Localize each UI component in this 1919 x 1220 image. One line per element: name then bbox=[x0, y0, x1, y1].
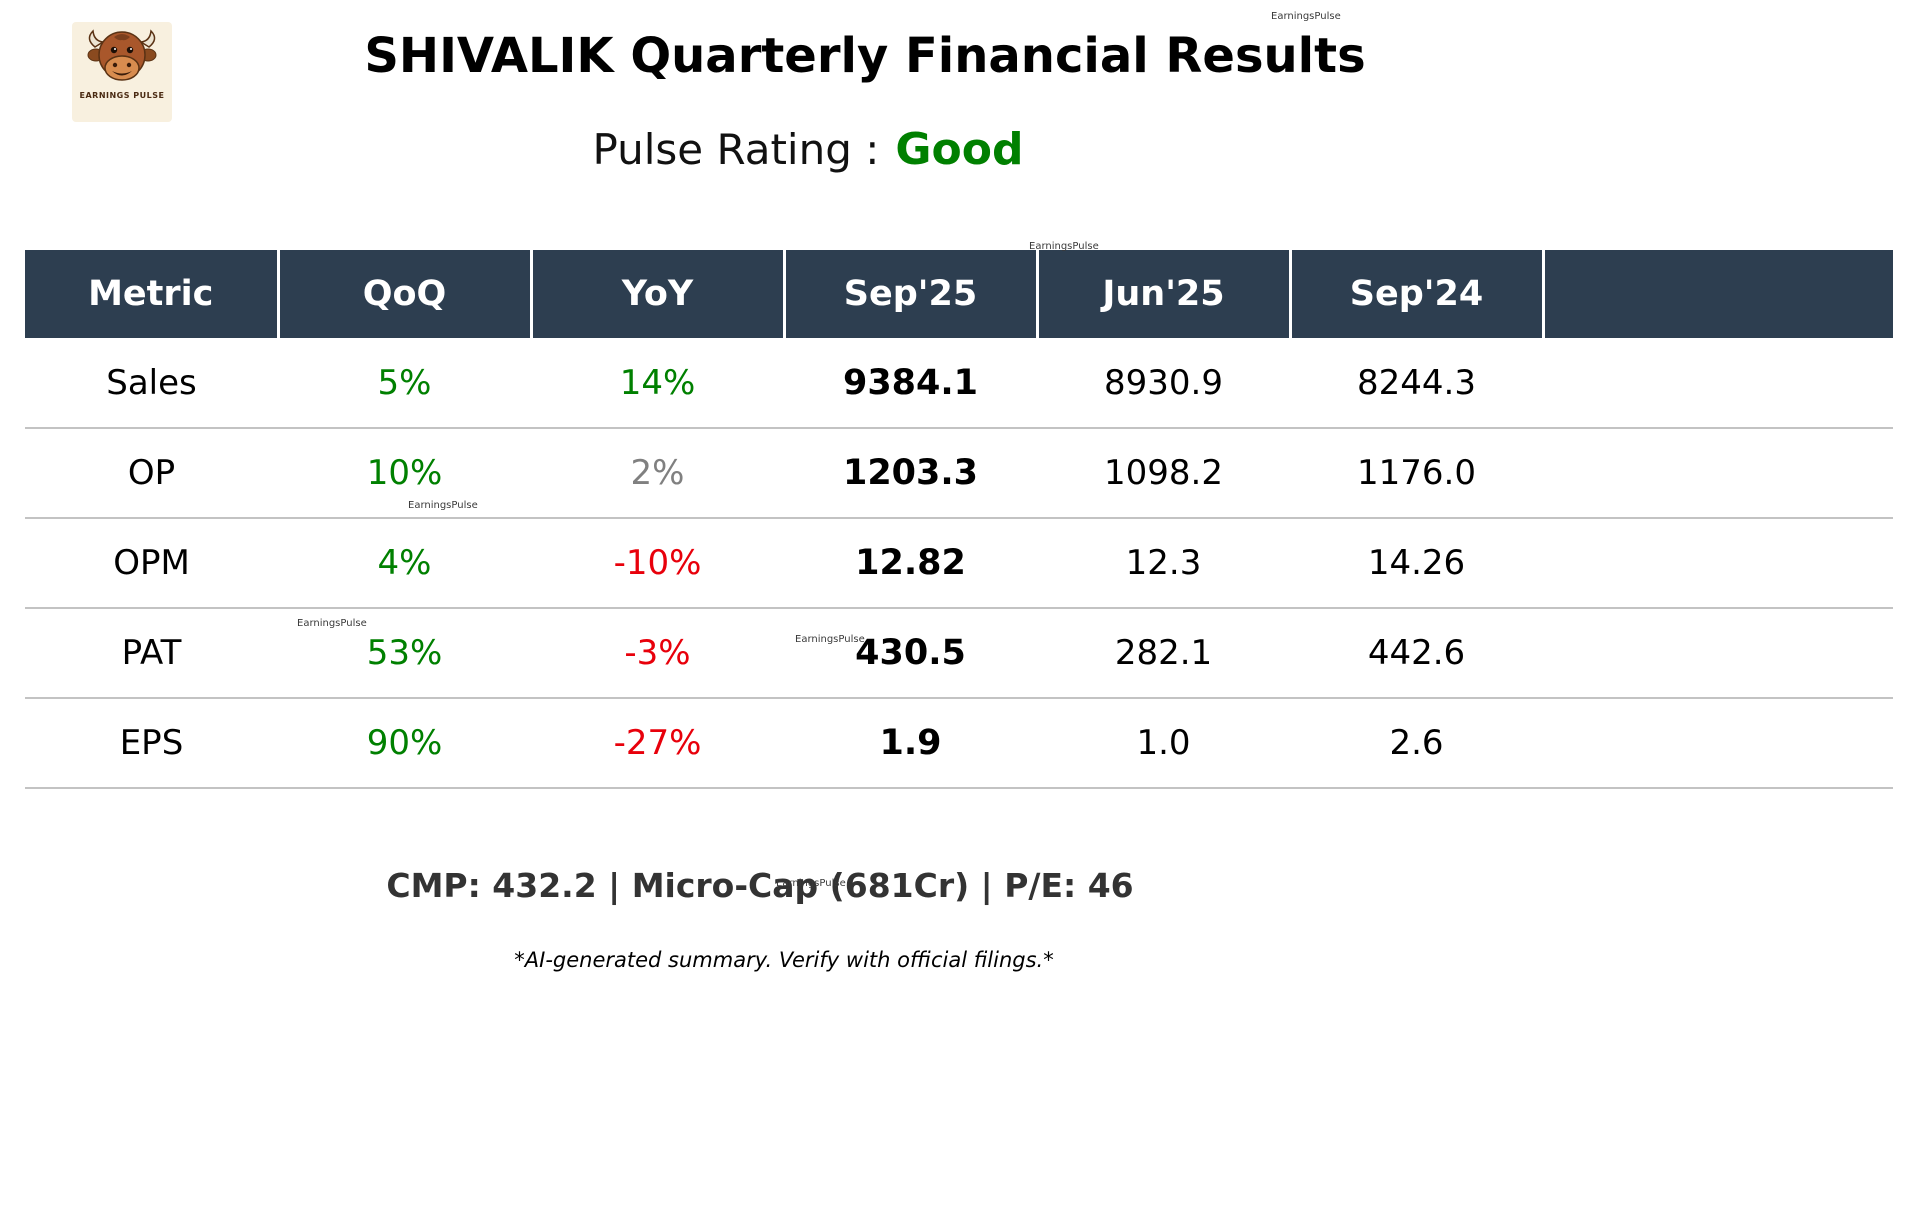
watermark-earningspulse: EarningsPulse bbox=[1271, 11, 1341, 22]
jun25-cell: 282.1 bbox=[1037, 608, 1290, 699]
header-qoq: QoQ bbox=[276, 250, 531, 338]
jun25-cell: 8930.9 bbox=[1037, 338, 1290, 429]
filler-cell bbox=[1543, 608, 1893, 699]
logo-text: EARNINGS PULSE bbox=[79, 91, 165, 100]
pulse-rating-label: Pulse Rating : bbox=[592, 125, 880, 174]
header-yoy: YoY bbox=[529, 250, 784, 338]
header-filler bbox=[1541, 250, 1893, 338]
sep24-cell: 8244.3 bbox=[1290, 338, 1543, 429]
header-metric: Metric bbox=[25, 250, 278, 338]
page-title: SHIVALIK Quarterly Financial Results bbox=[364, 28, 1366, 84]
pulse-rating-value: Good bbox=[895, 124, 1024, 175]
yoy-cell: -10% bbox=[531, 518, 784, 609]
cmp-summary-line: CMP: 432.2 | Micro-Cap (681Cr) | P/E: 46 bbox=[386, 866, 1134, 905]
yoy-cell: -27% bbox=[531, 698, 784, 789]
sep24-cell: 2.6 bbox=[1290, 698, 1543, 789]
header-jun25: Jun'25 bbox=[1035, 250, 1290, 338]
jun25-cell: 12.3 bbox=[1037, 518, 1290, 609]
sep24-cell: 14.26 bbox=[1290, 518, 1543, 609]
qoq-cell: 5% bbox=[278, 338, 531, 429]
sep25-cell: 12.82 bbox=[784, 518, 1037, 609]
jun25-cell: 1.0 bbox=[1037, 698, 1290, 789]
sep25-cell: 430.5 bbox=[784, 608, 1037, 699]
watermark-earningspulse: EarningsPulse bbox=[408, 500, 478, 511]
qoq-cell: 4% bbox=[278, 518, 531, 609]
yoy-cell: 14% bbox=[531, 338, 784, 429]
metric-cell: OPM bbox=[25, 518, 278, 609]
watermark-earningspulse: EarningsPulse bbox=[776, 878, 846, 889]
watermark-earningspulse: EarningsPulse bbox=[297, 618, 367, 629]
filler-cell bbox=[1543, 338, 1893, 429]
table-row: OPM 4% -10% 12.82 12.3 14.26 bbox=[25, 518, 1893, 609]
table-row: Sales 5% 14% 9384.1 8930.9 8244.3 bbox=[25, 338, 1893, 429]
metric-cell: EPS bbox=[25, 698, 278, 789]
results-table: Metric QoQ YoY Sep'25 Jun'25 Sep'24 Sale… bbox=[25, 250, 1893, 789]
table-header-row: Metric QoQ YoY Sep'25 Jun'25 Sep'24 bbox=[25, 250, 1893, 338]
header-sep24: Sep'24 bbox=[1288, 250, 1543, 338]
sep25-cell: 1.9 bbox=[784, 698, 1037, 789]
watermark-earningspulse: EarningsPulse bbox=[1029, 241, 1099, 252]
qoq-cell: 90% bbox=[278, 698, 531, 789]
table-row: EPS 90% -27% 1.9 1.0 2.6 bbox=[25, 698, 1893, 789]
sep25-cell: 9384.1 bbox=[784, 338, 1037, 429]
earnings-pulse-logo: EARNINGS PULSE bbox=[72, 22, 172, 122]
disclaimer-text: *AI-generated summary. Verify with offic… bbox=[514, 948, 1054, 972]
table-row: OP 10% 2% 1203.3 1098.2 1176.0 bbox=[25, 428, 1893, 519]
filler-cell bbox=[1543, 518, 1893, 609]
yoy-cell: 2% bbox=[531, 428, 784, 519]
header-sep25: Sep'25 bbox=[782, 250, 1037, 338]
qoq-cell: 10% bbox=[278, 428, 531, 519]
filler-cell bbox=[1543, 698, 1893, 789]
metric-cell: PAT bbox=[25, 608, 278, 699]
jun25-cell: 1098.2 bbox=[1037, 428, 1290, 519]
sep24-cell: 1176.0 bbox=[1290, 428, 1543, 519]
sep24-cell: 442.6 bbox=[1290, 608, 1543, 699]
sep25-cell: 1203.3 bbox=[784, 428, 1037, 519]
yoy-cell: -3% bbox=[531, 608, 784, 699]
qoq-cell: 53% bbox=[278, 608, 531, 699]
metric-cell: OP bbox=[25, 428, 278, 519]
table-row: PAT 53% -3% 430.5 282.1 442.6 bbox=[25, 608, 1893, 699]
pulse-rating-line: Pulse Rating : Good bbox=[0, 124, 1616, 175]
watermark-earningspulse: EarningsPulse bbox=[795, 634, 865, 645]
filler-cell bbox=[1543, 428, 1893, 519]
metric-cell: Sales bbox=[25, 338, 278, 429]
bull-logo-icon bbox=[87, 29, 157, 81]
